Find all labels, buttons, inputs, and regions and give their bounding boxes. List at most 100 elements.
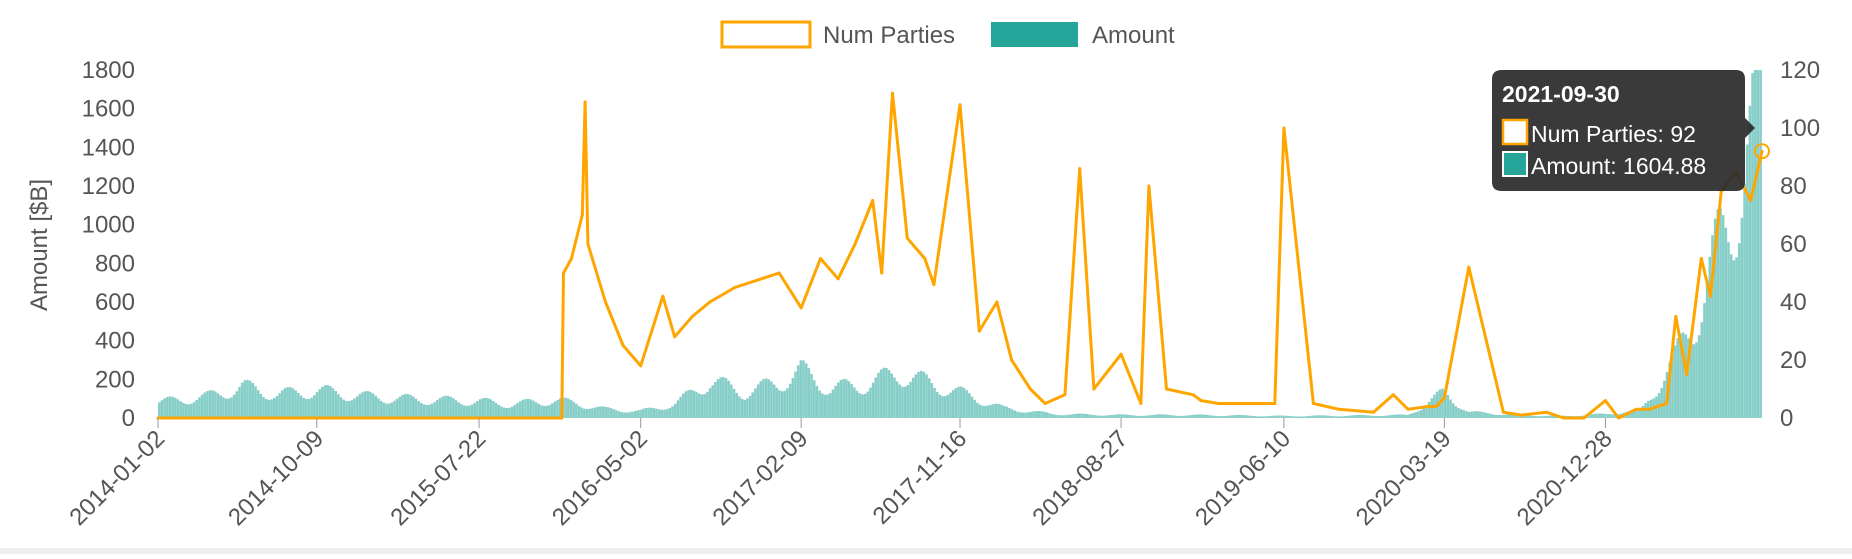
amount-bar — [722, 376, 725, 418]
amount-bar — [476, 400, 479, 418]
tooltip-row-amount: Amount: 1604.88 — [1531, 153, 1706, 179]
amount-bar — [550, 403, 554, 418]
amount-bar — [1262, 416, 1265, 418]
amount-bar — [524, 398, 527, 418]
amount-bar — [553, 401, 557, 418]
amount-bar — [1446, 394, 1450, 418]
amount-bar — [1500, 414, 1503, 418]
tooltip: 2021-09-30 Num Parties: 92 Amount: 1604.… — [1492, 70, 1755, 191]
amount-bar — [1320, 415, 1324, 418]
amount-bar — [470, 404, 474, 418]
amount-bar — [1243, 415, 1246, 418]
amount-bar — [649, 407, 653, 418]
amount-bar — [780, 391, 784, 418]
y-left-ticks: 0 200 400 600 800 1000 1200 1400 1600 1800 — [82, 57, 135, 432]
num-parties-point — [1311, 402, 1315, 405]
amount-bar — [1232, 415, 1236, 418]
y-right-tick-label: 60 — [1780, 231, 1807, 258]
amount-bar — [941, 396, 944, 418]
amount-bar — [1478, 411, 1482, 418]
amount-bar — [337, 394, 340, 418]
amount-bar — [1401, 414, 1404, 418]
amount-bar — [1510, 414, 1514, 418]
amount-bar — [251, 383, 255, 418]
amount-bar — [1751, 72, 1754, 419]
legend-item-amount[interactable]: Amount — [991, 22, 1175, 49]
amount-bar — [377, 398, 380, 418]
x-tick-label: 2014-01-02 — [64, 425, 170, 531]
amount-bar — [1387, 415, 1391, 418]
amount-bar — [842, 378, 845, 418]
num-parties-line-layer — [156, 91, 1770, 420]
amount-bar — [1395, 414, 1399, 418]
amount-bar — [1213, 415, 1217, 418]
amount-bar — [1026, 412, 1030, 418]
amount-bar — [436, 400, 439, 418]
amount-bar — [1409, 413, 1412, 418]
amount-bar — [1724, 227, 1728, 418]
amount-bar — [938, 394, 942, 418]
num-parties-point — [1699, 257, 1703, 260]
amount-bar — [815, 385, 819, 418]
amount-bar — [740, 398, 744, 418]
amount-bar — [379, 400, 383, 418]
amount-bar — [989, 404, 992, 418]
amount-bar — [473, 402, 476, 418]
amount-bar — [545, 405, 549, 418]
amount-bar — [812, 380, 816, 418]
num-parties-point — [1063, 393, 1067, 397]
amount-bar — [756, 384, 760, 418]
amount-bar — [489, 399, 493, 418]
amount-bar — [1631, 409, 1634, 418]
amount-bar — [529, 399, 533, 418]
amount-bar — [604, 406, 607, 418]
amount-bar — [232, 394, 236, 418]
amount-bar — [984, 405, 987, 418]
amount-bar — [1692, 344, 1696, 418]
amount-bar — [200, 394, 204, 418]
amount-bar — [1403, 414, 1407, 418]
amount-bar — [612, 409, 616, 418]
y-left-tick-label: 1400 — [82, 134, 135, 161]
amount-bar — [1066, 414, 1070, 418]
amount-bar — [976, 402, 979, 418]
amount-bar — [291, 388, 295, 418]
amount-bar — [208, 390, 212, 418]
amount-bar — [259, 393, 263, 418]
legend-item-num-parties[interactable]: Num Parties — [720, 20, 955, 49]
num-parties-point — [1217, 402, 1221, 405]
num-parties-point — [923, 257, 927, 260]
y-right-tick-label: 120 — [1780, 57, 1820, 84]
amount-bar — [1475, 411, 1479, 418]
amount-bar — [1601, 413, 1605, 418]
x-tick-label: 2015-07-22 — [385, 425, 491, 531]
amount-bar — [1753, 70, 1757, 418]
amount-bar — [1152, 414, 1156, 418]
amount-bar — [1377, 416, 1380, 418]
amount-bar — [395, 398, 399, 418]
amount-bar — [1491, 414, 1495, 418]
amount-bar — [278, 393, 281, 418]
amount-bar — [1352, 415, 1356, 418]
amount-bar — [1679, 333, 1682, 418]
amount-bar — [1427, 401, 1431, 418]
amount-bar — [460, 404, 463, 418]
amount-bar — [933, 387, 936, 418]
amount-bar — [890, 373, 894, 418]
num-parties-point — [570, 257, 573, 260]
amount-bar — [1061, 415, 1065, 418]
amount-bar — [548, 405, 551, 418]
num-parties-point — [1427, 404, 1430, 408]
amount-bar — [1633, 409, 1637, 418]
amount-bar — [1385, 415, 1388, 418]
amount-bar — [1465, 411, 1468, 418]
amount-bar — [502, 407, 506, 418]
amount-bar — [778, 390, 781, 418]
amount-bar — [858, 393, 861, 418]
amount-bar — [1529, 415, 1532, 418]
num-parties-point — [661, 294, 665, 298]
amount-bar — [1058, 415, 1062, 418]
amount-bar — [438, 398, 442, 418]
amount-bar — [158, 402, 161, 418]
amount-bar — [1147, 415, 1150, 418]
